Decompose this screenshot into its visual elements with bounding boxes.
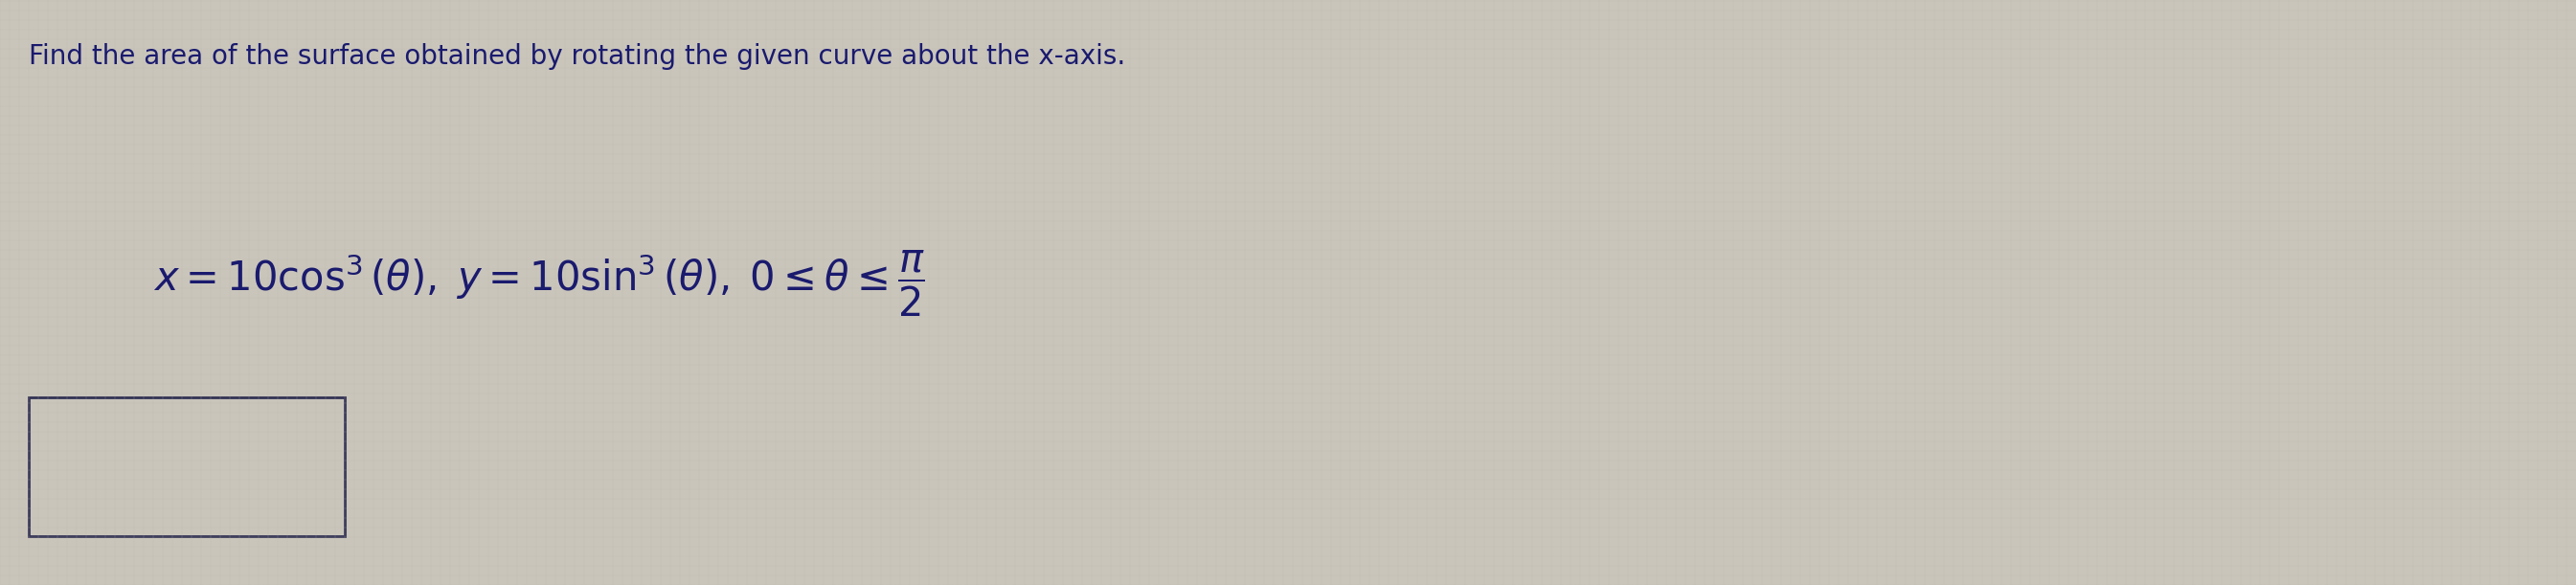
Text: $x = 10\cos^3(\theta),\; y = 10\sin^3(\theta),\; 0 \leq \theta \leq \dfrac{\pi}{: $x = 10\cos^3(\theta),\; y = 10\sin^3(\t…: [152, 249, 925, 319]
Text: Find the area of the surface obtained by rotating the given curve about the x-ax: Find the area of the surface obtained by…: [28, 43, 1126, 70]
Bar: [28, 397, 345, 536]
